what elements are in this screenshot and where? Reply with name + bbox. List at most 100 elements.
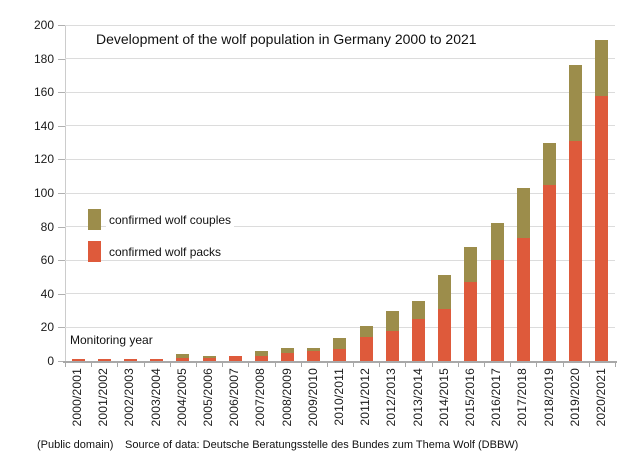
y-tick-60	[58, 260, 65, 262]
y-label-200: 200	[33, 18, 54, 32]
bar-segment-packs-2006/2007	[228, 355, 242, 361]
gridline-180	[65, 58, 615, 60]
bar-2003/2004	[144, 359, 170, 361]
y-label-0: 0	[47, 354, 54, 368]
x-label-2019/2020: 2019/2020	[567, 368, 582, 427]
gridline-20	[65, 326, 615, 328]
x-tick-11	[353, 361, 355, 367]
x-label-2008/2009: 2008/2009	[279, 368, 294, 427]
y-label-100: 100	[33, 186, 54, 200]
x-tick-15	[457, 361, 459, 367]
y-tick-160	[58, 92, 65, 94]
y-label-60: 60	[40, 253, 54, 268]
bar-segment-couples-2007/2008	[254, 350, 268, 356]
y-label-120: 120	[33, 152, 54, 167]
x-tick-8	[274, 361, 276, 367]
bar-segment-packs-2000/2001	[71, 359, 85, 361]
x-tick-2	[117, 361, 119, 367]
bar-segment-packs-2007/2008	[254, 355, 268, 361]
x-label-2015/2016: 2015/2016	[462, 368, 477, 427]
x-label-2016/2017: 2016/2017	[489, 368, 504, 427]
legend-swatch-packs	[88, 241, 101, 262]
data-source-note: Source of data: Deutsche Beratungsstelle…	[125, 439, 519, 451]
x-label-2018/2019: 2018/2019	[541, 368, 556, 427]
bar-segment-packs-2001/2002	[97, 359, 111, 361]
bar-segment-couples-2004/2005	[176, 354, 190, 358]
bar-2002/2003	[117, 359, 143, 361]
bar-segment-couples-2005/2006	[202, 355, 216, 358]
y-tick-0	[58, 361, 65, 362]
bar-2019/2020	[563, 65, 589, 361]
y-label-140: 140	[33, 118, 54, 133]
bar-segment-couples-2015/2016	[464, 246, 478, 283]
bar-segment-packs-2010/2011	[333, 349, 347, 361]
bar-segment-couples-2014/2015	[438, 275, 452, 309]
bar-2010/2011	[327, 337, 353, 361]
bar-2017/2018	[510, 187, 536, 361]
gridline-160	[65, 91, 615, 93]
x-axis-title: Monitoring year	[68, 333, 155, 347]
x-tick-13	[405, 361, 407, 367]
chart-title: Development of the wolf population in Ge…	[96, 31, 477, 47]
bar-segment-packs-2019/2020	[569, 140, 583, 361]
bar-segment-couples-2008/2009	[281, 347, 295, 353]
bar-segment-packs-2018/2019	[543, 184, 557, 361]
bar-2004/2005	[170, 354, 196, 361]
bar-2013/2014	[405, 300, 431, 361]
bar-2012/2013	[379, 310, 405, 361]
y-label-180: 180	[33, 51, 54, 66]
x-label-2005/2006: 2005/2006	[201, 368, 216, 427]
y-tick-40	[58, 293, 65, 295]
x-tick-10	[326, 361, 328, 367]
bar-2008/2009	[275, 347, 301, 361]
bar-segment-packs-2017/2018	[516, 238, 530, 361]
bar-segment-packs-2008/2009	[281, 352, 295, 361]
x-tick-0	[65, 361, 66, 367]
y-tick-100	[58, 193, 65, 194]
x-label-2011/2012: 2011/2012	[358, 368, 373, 426]
bar-segment-couples-2013/2014	[412, 300, 426, 319]
x-tick-19	[562, 361, 564, 367]
y-tick-120	[58, 159, 65, 161]
x-tick-4	[169, 361, 171, 367]
y-tick-20	[58, 327, 65, 329]
bar-2016/2017	[484, 223, 510, 361]
bar-segment-packs-2013/2014	[412, 319, 426, 361]
legend-label-couples: confirmed wolf couples	[106, 212, 235, 228]
y-tick-140	[58, 125, 65, 127]
bar-segment-couples-2020/2021	[595, 40, 609, 96]
x-axis-line	[63, 361, 617, 363]
y-label-20: 20	[40, 320, 54, 335]
x-label-2001/2002: 2001/2002	[96, 368, 111, 427]
bar-2001/2002	[91, 359, 117, 361]
bar-segment-couples-2012/2013	[385, 310, 399, 331]
bar-segment-couples-2019/2020	[569, 65, 583, 141]
bar-2018/2019	[536, 142, 562, 361]
bar-segment-couples-2010/2011	[333, 337, 347, 350]
y-label-80: 80	[40, 219, 54, 234]
gridline-140	[65, 125, 615, 127]
bar-segment-packs-2012/2013	[385, 330, 399, 361]
bar-segment-packs-2016/2017	[490, 260, 504, 361]
bar-2007/2008	[248, 350, 274, 361]
y-label-160: 160	[33, 85, 54, 100]
x-tick-18	[536, 361, 538, 367]
x-label-2013/2014: 2013/2014	[410, 368, 425, 427]
x-label-2010/2011: 2010/2011	[332, 368, 346, 426]
gridline-60	[65, 259, 615, 261]
gridline-80	[65, 226, 615, 228]
x-tick-14	[431, 361, 433, 367]
x-label-2006/2007: 2006/2007	[227, 368, 242, 427]
license-note: (Public domain)	[37, 439, 114, 451]
bar-2009/2010	[301, 347, 327, 361]
x-tick-7	[248, 361, 250, 367]
bar-2020/2021	[589, 40, 615, 361]
bar-segment-couples-2018/2019	[543, 142, 557, 185]
x-label-2020/2021: 2020/2021	[593, 368, 608, 427]
x-tick-1	[91, 361, 93, 367]
y-label-40: 40	[40, 286, 54, 301]
y-tick-200	[58, 25, 65, 26]
gridline-120	[65, 158, 615, 160]
bar-segment-packs-2005/2006	[202, 357, 216, 361]
